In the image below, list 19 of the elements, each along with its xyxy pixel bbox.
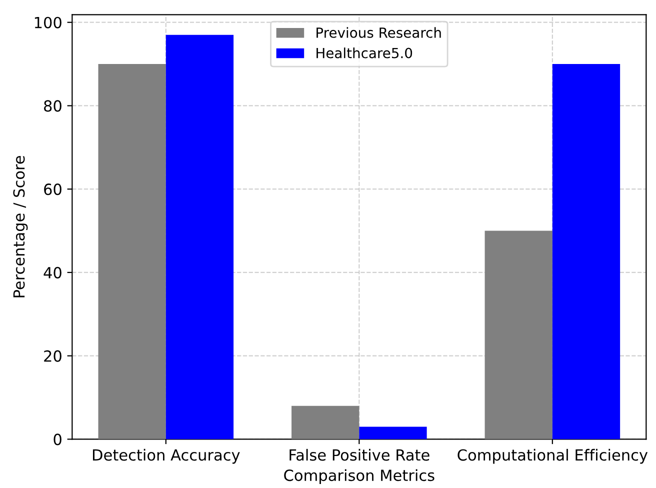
y-tick-label: 100	[34, 16, 62, 28]
bar	[484, 230, 552, 440]
y-tick-label: 0	[54, 434, 62, 446]
x-tick-label: False Positive Rate	[290, 448, 430, 461]
y-tick-label: 80	[44, 100, 62, 112]
y-tick-label: 40	[44, 266, 62, 278]
bar	[552, 64, 620, 440]
y-tick-label: 60	[44, 184, 62, 196]
legend-label: Previous Research	[316, 27, 441, 38]
x-tick-label: Computational Efficiency	[458, 448, 648, 464]
bar	[292, 406, 360, 440]
y-tick-label: 20	[44, 350, 62, 362]
bar	[359, 426, 427, 440]
x-axis-title: Comparison Metrics	[284, 469, 434, 484]
y-axis-title: Percentage / Score	[13, 156, 28, 298]
bar	[166, 34, 234, 440]
bar	[98, 64, 166, 440]
legend-label: Healthcare5.0	[316, 48, 412, 58]
x-tick-label: Detection Accuracy	[92, 448, 240, 464]
